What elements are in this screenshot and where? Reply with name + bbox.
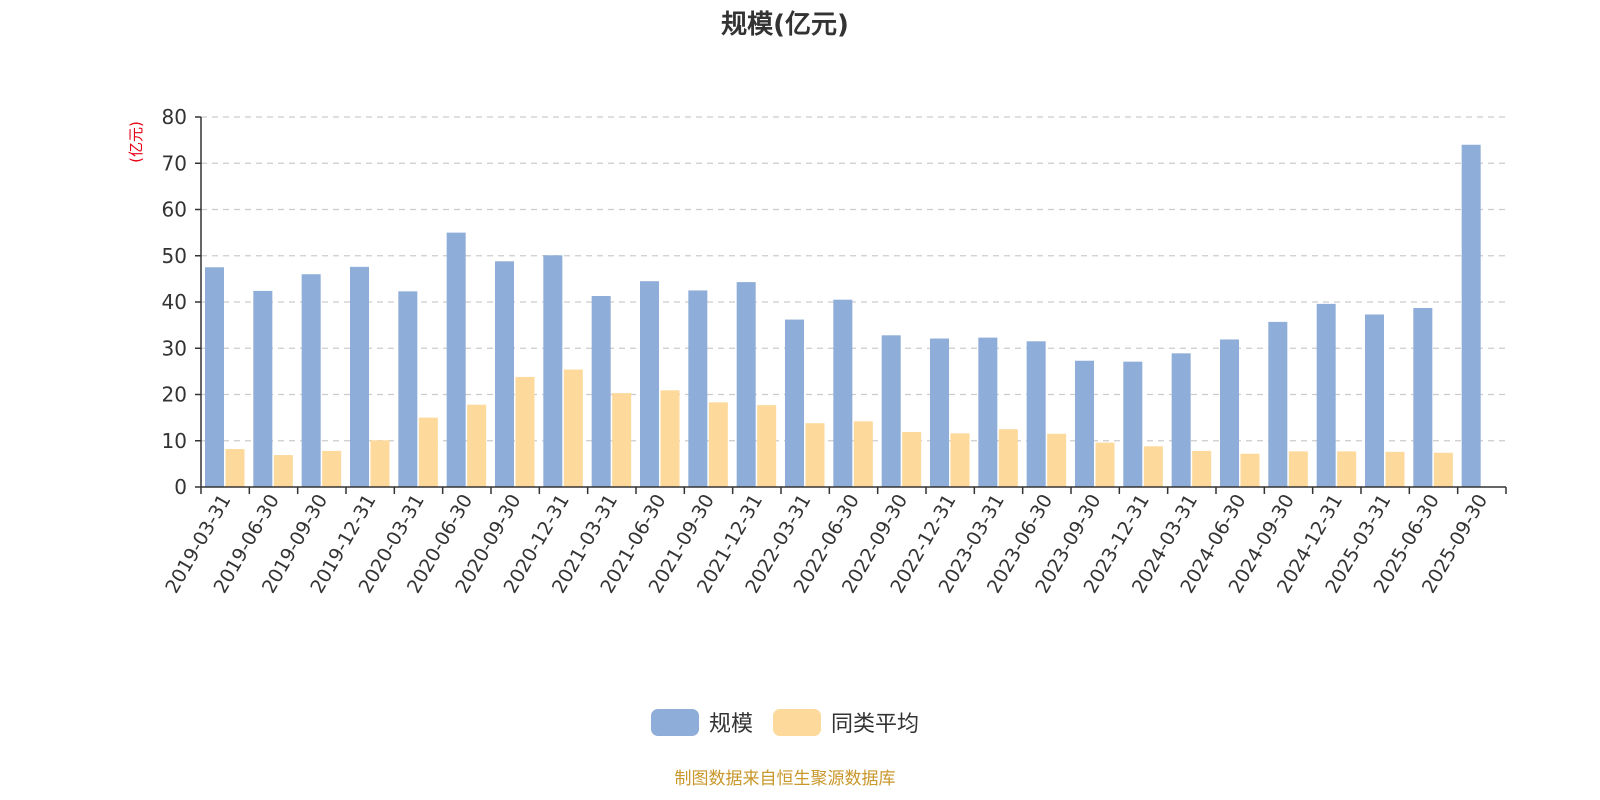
bar-scale xyxy=(1123,361,1143,487)
bar-peer-average xyxy=(612,393,632,487)
y-tick-label: 80 xyxy=(162,105,187,129)
bar-peer-average xyxy=(853,421,873,487)
bar-scale xyxy=(978,337,998,487)
legend-label-scale: 规模 xyxy=(708,712,753,737)
bar-peer-average xyxy=(902,431,922,487)
bar-peer-average xyxy=(1047,433,1067,487)
bar-peer-average xyxy=(467,404,487,487)
legend-swatch-scale xyxy=(650,708,699,736)
bar-scale xyxy=(1316,303,1336,487)
bar-peer-average xyxy=(805,423,825,487)
bar-peer-average xyxy=(708,402,728,487)
bar-scale xyxy=(881,335,901,487)
y-axis-label: (亿元) xyxy=(127,121,145,163)
bar-scale xyxy=(833,299,853,487)
bar-scale xyxy=(1075,360,1094,487)
bar-peer-average xyxy=(950,433,970,487)
y-tick-label: 50 xyxy=(162,244,187,268)
bar-scale xyxy=(543,255,563,487)
bar-scale xyxy=(640,281,659,487)
gridlines xyxy=(201,116,1506,442)
bar-scale xyxy=(591,295,611,487)
axes xyxy=(195,116,1507,494)
bar-scale xyxy=(688,290,708,487)
bar-scale xyxy=(1268,321,1288,487)
bar-scale xyxy=(1171,353,1191,487)
bar-peer-average xyxy=(1433,452,1453,487)
y-tick-label: 20 xyxy=(162,383,187,407)
bar-peer-average xyxy=(757,405,777,487)
data-source-note: 制图数据来自恒生聚源数据库 xyxy=(674,769,896,789)
bar-scale xyxy=(1026,341,1046,487)
y-tick-label: 40 xyxy=(162,290,187,314)
bar-peer-average xyxy=(322,450,342,487)
bar-scale xyxy=(1365,314,1384,487)
bar-peer-average xyxy=(998,429,1018,487)
bar-scale xyxy=(1220,339,1239,487)
bar-peer-average xyxy=(515,376,535,487)
y-tick-label: 0 xyxy=(174,475,187,499)
x-tick-labels: 2019-03-312019-06-302019-09-302019-12-31… xyxy=(161,491,1492,598)
bar-scale xyxy=(205,267,224,487)
bar-chart: 0 10 20 30 40 50 60 70 80 2019-03-312019-06-3020… xyxy=(127,105,1507,598)
bar-scale xyxy=(253,290,273,487)
bar-scale xyxy=(398,291,418,487)
y-tick-labels: 0 10 20 30 40 50 60 70 80 xyxy=(162,105,187,499)
bar-peer-average xyxy=(273,455,293,487)
bar-scale xyxy=(785,319,804,487)
legend-label-peer-average: 同类平均 xyxy=(831,712,920,737)
y-tick-label: 30 xyxy=(162,336,187,360)
bar-scale xyxy=(930,338,949,487)
bar-scale xyxy=(1413,308,1433,487)
bar-peer-average xyxy=(660,390,680,487)
bar-peer-average xyxy=(418,417,438,487)
y-tick-label: 10 xyxy=(162,429,187,453)
legend-item-scale[interactable]: 规模 xyxy=(650,706,753,738)
bar-peer-average xyxy=(1240,453,1260,487)
bar-scale xyxy=(495,261,514,487)
bars xyxy=(205,144,1481,487)
bar-peer-average xyxy=(225,449,245,487)
bar-peer-average xyxy=(1288,451,1308,487)
bar-peer-average xyxy=(1337,451,1357,487)
legend: 规模 同类平均 xyxy=(0,706,1570,738)
bar-scale xyxy=(446,232,466,487)
bar-peer-average xyxy=(1192,450,1212,487)
bar-scale xyxy=(1461,144,1481,487)
bar-peer-average xyxy=(563,369,583,487)
bar-scale xyxy=(350,266,369,487)
chart-title: 规模(亿元) xyxy=(721,10,849,40)
bar-scale xyxy=(301,274,321,487)
bar-peer-average xyxy=(1385,451,1405,487)
y-tick-label: 60 xyxy=(162,198,187,222)
y-tick-label: 70 xyxy=(162,151,187,175)
bar-peer-average xyxy=(1095,442,1115,487)
legend-item-peer-average[interactable]: 同类平均 xyxy=(773,706,919,738)
bar-peer-average xyxy=(1143,446,1163,487)
legend-swatch-peer-average xyxy=(773,708,821,736)
bar-scale xyxy=(736,282,756,487)
bar-peer-average xyxy=(370,440,390,487)
